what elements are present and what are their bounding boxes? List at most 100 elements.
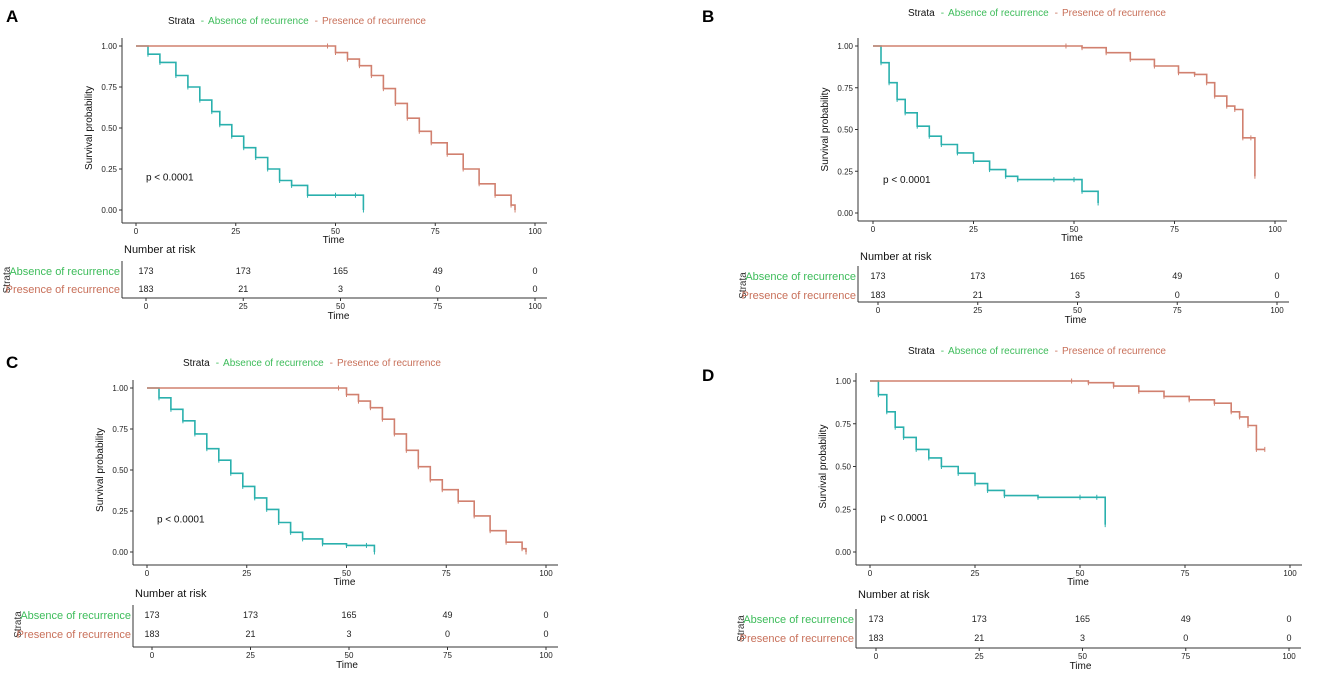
p-value: p < 0.0001 (883, 175, 931, 186)
presence-curve (873, 45, 1256, 177)
risk-count: 0 (1286, 633, 1291, 643)
risk-x-axis-title: Time (328, 311, 350, 322)
risk-count: 21 (973, 290, 983, 300)
risk-count: 49 (1181, 614, 1191, 624)
legend-presence-label: Presence of recurrence (1062, 8, 1166, 19)
risk-x-tick-label: 75 (433, 302, 442, 311)
risk-x-tick-label: 25 (973, 306, 982, 315)
risk-row-absence-label: Absence of recurrence (9, 266, 120, 278)
legend-presence-dash: - (1055, 346, 1058, 357)
risk-count: 3 (346, 629, 351, 639)
panel-b: B Strata - Absence of recurrence - Presence o… (702, 7, 1289, 326)
legend-presence-label: Presence of recurrence (322, 16, 426, 27)
risk-count: 21 (974, 633, 984, 643)
y-tick-label: 0.25 (837, 167, 853, 176)
risk-count: 183 (138, 284, 153, 294)
p-value: p < 0.0001 (146, 172, 194, 183)
x-tick-label: 0 (871, 225, 876, 234)
panel-label: A (6, 7, 18, 26)
x-tick-label: 25 (971, 569, 980, 578)
y-tick-label: 1.00 (112, 384, 128, 393)
risk-x-tick-label: 25 (246, 651, 255, 660)
risk-x-tick-label: 0 (144, 302, 149, 311)
risk-count: 165 (1075, 614, 1090, 624)
x-tick-label: 75 (1170, 225, 1179, 234)
legend-presence-label: Presence of recurrence (337, 358, 441, 369)
x-tick-label: 25 (242, 569, 251, 578)
legend-absence-dash: - (941, 8, 944, 19)
risk-count: 0 (543, 629, 548, 639)
risk-x-tick-label: 25 (975, 652, 984, 661)
x-tick-label: 100 (528, 227, 542, 236)
y-tick-label: 0.25 (101, 165, 117, 174)
y-tick-label: 1.00 (837, 42, 853, 51)
risk-count: 165 (1070, 271, 1085, 281)
y-tick-label: 0.25 (112, 507, 128, 516)
y-tick-label: 0.75 (837, 84, 853, 93)
x-tick-label: 0 (134, 227, 139, 236)
legend-title: Strata (183, 358, 210, 369)
risk-x-tick-label: 100 (1270, 306, 1284, 315)
legend-presence-label: Presence of recurrence (1062, 346, 1166, 357)
risk-count: 183 (870, 290, 885, 300)
risk-count: 3 (338, 284, 343, 294)
risk-row-presence-label: Presence of recurrence (742, 290, 856, 302)
risk-x-tick-label: 0 (876, 306, 881, 315)
risk-x-tick-label: 75 (1173, 306, 1182, 315)
risk-count: 0 (445, 629, 450, 639)
risk-count: 0 (1175, 290, 1180, 300)
legend-title: Strata (908, 346, 935, 357)
risk-count: 49 (1172, 271, 1182, 281)
x-axis-title: Time (1061, 233, 1083, 244)
risk-x-tick-label: 0 (150, 651, 155, 660)
risk-count: 173 (144, 610, 159, 620)
y-axis-title: Survival probability (820, 88, 831, 172)
legend: Strata - Absence of recurrence - Presence of… (908, 346, 1166, 357)
presence-curve (870, 380, 1265, 451)
risk-count: 173 (970, 271, 985, 281)
risk-row-absence-label: Absence of recurrence (745, 271, 856, 283)
y-tick-label: 0.75 (835, 420, 851, 429)
y-tick-label: 1.00 (101, 42, 117, 51)
absence-curve (136, 45, 365, 210)
x-tick-label: 75 (1181, 569, 1190, 578)
risk-row-absence-label: Absence of recurrence (743, 614, 854, 626)
risk-count: 3 (1075, 290, 1080, 300)
legend: Strata - Absence of recurrence - Presence of… (168, 16, 426, 27)
risk-count: 0 (532, 284, 537, 294)
risk-count: 183 (868, 633, 883, 643)
y-tick-label: 0.50 (101, 124, 117, 133)
y-tick-label: 0.00 (101, 206, 117, 215)
risk-count: 49 (442, 610, 452, 620)
panel-a: A Strata - Absence of recurrence - Presence o… (2, 7, 547, 322)
y-tick-label: 0.25 (835, 505, 851, 514)
legend-presence-dash: - (1055, 8, 1058, 19)
risk-count: 165 (333, 266, 348, 276)
risk-count: 183 (144, 629, 159, 639)
risk-table-title: Number at risk (858, 589, 930, 601)
x-tick-label: 75 (431, 227, 440, 236)
risk-strata-axis-label: Strata (13, 611, 24, 638)
y-tick-label: 0.75 (112, 425, 128, 434)
legend: Strata - Absence of recurrence - Presence of… (908, 8, 1166, 19)
risk-x-tick-label: 100 (1282, 652, 1296, 661)
risk-x-tick-label: 50 (345, 651, 354, 660)
legend-title: Strata (168, 16, 195, 27)
risk-x-tick-label: 75 (1181, 652, 1190, 661)
risk-count: 173 (138, 266, 153, 276)
risk-row-presence-label: Presence of recurrence (740, 633, 854, 645)
risk-count: 0 (1274, 271, 1279, 281)
x-tick-label: 25 (969, 225, 978, 234)
risk-count: 0 (435, 284, 440, 294)
y-tick-label: 1.00 (835, 377, 851, 386)
risk-x-axis-title: Time (336, 660, 358, 671)
risk-row-presence-label: Presence of recurrence (17, 629, 131, 641)
x-tick-label: 50 (342, 569, 351, 578)
x-axis-title: Time (323, 235, 345, 246)
legend-absence-dash: - (216, 358, 219, 369)
x-axis-title: Time (1067, 577, 1089, 588)
y-tick-label: 0.00 (835, 548, 851, 557)
x-tick-label: 50 (1076, 569, 1085, 578)
x-tick-label: 50 (331, 227, 340, 236)
